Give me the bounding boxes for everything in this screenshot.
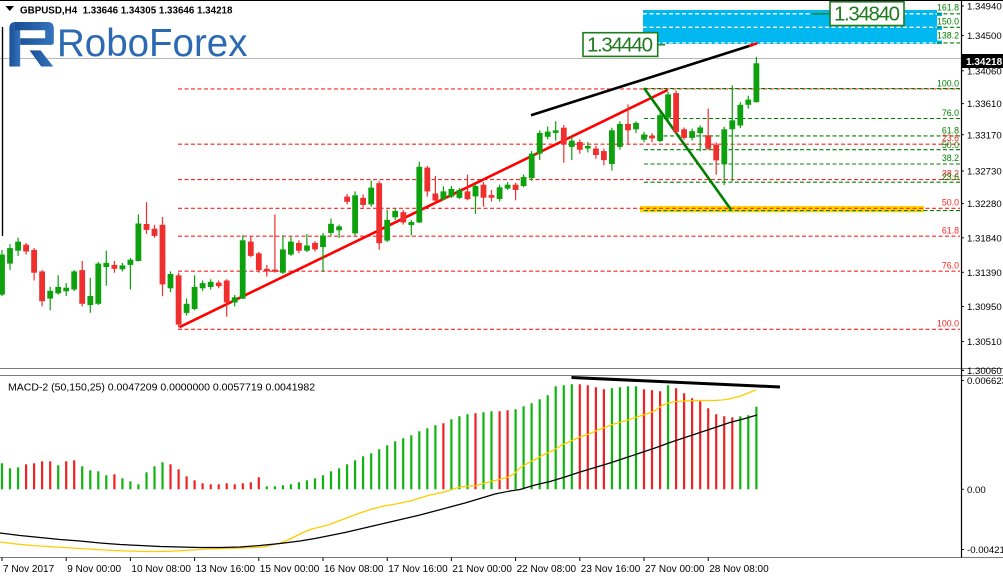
svg-text:15 Nov 00:00: 15 Nov 00:00: [260, 564, 320, 575]
svg-text:61.8: 61.8: [942, 225, 959, 235]
svg-text:50.0: 50.0: [942, 198, 959, 208]
svg-text:1.31390: 1.31390: [967, 268, 1002, 279]
svg-text:1.30060: 1.30060: [967, 366, 1002, 377]
svg-text:38.2: 38.2: [942, 169, 959, 179]
svg-text:23 Nov 16:00: 23 Nov 16:00: [581, 564, 641, 575]
svg-text:138.2: 138.2: [937, 30, 959, 40]
svg-text:100.0: 100.0: [937, 78, 959, 88]
svg-text:RoboForex: RoboForex: [57, 22, 247, 65]
svg-text:1.34218: 1.34218: [966, 57, 1003, 68]
svg-text:16 Nov 08:00: 16 Nov 08:00: [324, 564, 384, 575]
svg-text:23.6: 23.6: [942, 172, 959, 182]
svg-text:1.34840: 1.34840: [834, 3, 900, 26]
svg-text:161.8: 161.8: [937, 2, 959, 12]
svg-text:28 Nov 08:00: 28 Nov 08:00: [709, 564, 769, 575]
svg-text:9 Nov 00:00: 9 Nov 00:00: [67, 564, 121, 575]
svg-text:61.8: 61.8: [942, 126, 959, 136]
svg-text:1.34500: 1.34500: [967, 31, 1002, 42]
svg-text:1.33170: 1.33170: [967, 130, 1002, 141]
svg-text:1.30950: 1.30950: [967, 302, 1002, 313]
svg-text:27 Nov 00:00: 27 Nov 00:00: [645, 564, 705, 575]
svg-text:7 Nov 2017: 7 Nov 2017: [3, 564, 55, 575]
svg-text:50.0: 50.0: [942, 140, 959, 150]
svg-text:13 Nov 16:00: 13 Nov 16:00: [196, 564, 256, 575]
svg-text:1.34940: 1.34940: [967, 2, 1002, 13]
svg-text:150.0: 150.0: [937, 17, 959, 27]
svg-text:0.0066230: 0.0066230: [967, 376, 1003, 387]
svg-text:1.32730: 1.32730: [967, 167, 1002, 178]
svg-text:10 Nov 08:00: 10 Nov 08:00: [131, 564, 191, 575]
svg-text:17 Nov 16:00: 17 Nov 16:00: [388, 564, 448, 575]
svg-text:38.2: 38.2: [942, 153, 959, 163]
svg-text:21 Nov 00:00: 21 Nov 00:00: [452, 564, 512, 575]
svg-text:1.32280: 1.32280: [967, 199, 1002, 210]
svg-text:1.31840: 1.31840: [967, 233, 1002, 244]
svg-text:MACD-2 (50,150,25) 0.0047209 0: MACD-2 (50,150,25) 0.0047209 0.0000000 0…: [8, 382, 315, 394]
svg-text:-0.0042177: -0.0042177: [967, 545, 1003, 556]
svg-text:1.34440: 1.34440: [587, 34, 653, 57]
svg-text:76.0: 76.0: [942, 108, 959, 118]
svg-text:23.6: 23.6: [942, 133, 959, 143]
svg-text:100.0: 100.0: [937, 318, 959, 328]
svg-text:0.00: 0.00: [967, 485, 986, 496]
svg-text:22 Nov 08:00: 22 Nov 08:00: [517, 564, 577, 575]
svg-text:1.30510: 1.30510: [967, 337, 1002, 348]
svg-text:1.33610: 1.33610: [967, 99, 1002, 110]
svg-text:GBPUSD,H4 1.33646 1.34305 1.3: GBPUSD,H4 1.33646 1.34305 1.33646 1.3421…: [20, 6, 233, 17]
svg-text:1.34060: 1.34060: [967, 66, 1002, 77]
svg-text:76.0: 76.0: [942, 260, 959, 270]
